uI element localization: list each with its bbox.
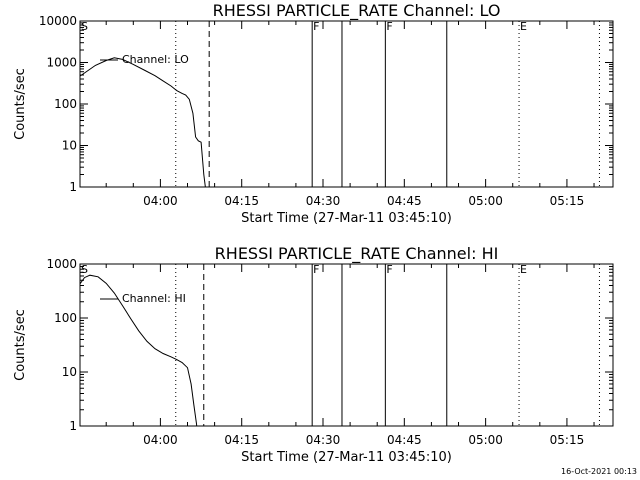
time-marker-label: F: [313, 20, 319, 33]
x-tick-label: 04:15: [224, 433, 259, 447]
y-tick-label: 10: [62, 365, 77, 379]
y-tick-label: 10000: [39, 14, 77, 28]
x-tick-label: 05:00: [468, 433, 503, 447]
lo-channel-panel: RHESSI PARTICLE_RATE Channel: LO Counts/s…: [13, 1, 614, 226]
time-marker-label: E: [520, 263, 527, 276]
start-marker-label: S: [81, 263, 88, 276]
time-marker-label: E: [520, 20, 527, 33]
y-tick-label: 1: [69, 419, 77, 433]
x-axis-title: Start Time (27-Mar-11 03:45:10): [241, 450, 452, 465]
x-tick-label: 04:00: [143, 433, 178, 447]
y-tick-label: 10: [62, 139, 77, 153]
y-tick-label: 1: [69, 180, 77, 194]
legend-label: Channel: LO: [122, 53, 189, 66]
x-tick-label: 04:15: [224, 194, 259, 208]
x-tick-label: 05:15: [550, 433, 585, 447]
x-tick-label: 04:00: [143, 194, 178, 208]
plot-frame: [79, 20, 614, 188]
y-tick-label: 100: [54, 311, 77, 325]
chart-title: RHESSI PARTICLE_RATE Channel: LO: [213, 1, 501, 21]
plot-frame: [79, 263, 614, 427]
x-tick-label: 04:30: [306, 433, 341, 447]
y-tick-label: 1000: [46, 257, 77, 271]
time-marker-label: F: [386, 263, 392, 276]
chart-title: RHESSI PARTICLE_RATE Channel: HI: [215, 244, 499, 264]
hi-channel-panel: RHESSI PARTICLE_RATE Channel: HI Counts/s…: [13, 244, 614, 465]
time-marker-label: F: [386, 20, 392, 33]
y-tick-label: 1000: [46, 56, 77, 70]
x-tick-label: 04:30: [306, 194, 341, 208]
x-tick-label: 04:45: [387, 194, 422, 208]
x-tick-label: 05:00: [468, 194, 503, 208]
x-axis-title: Start Time (27-Mar-11 03:45:10): [241, 211, 452, 226]
y-axis-title: Counts/sec: [13, 68, 28, 140]
start-marker-label: S: [81, 20, 88, 33]
y-axis-title: Counts/sec: [13, 309, 28, 381]
plot-timestamp: 16-Oct-2021 00:13: [561, 467, 637, 476]
x-tick-label: 04:45: [387, 433, 422, 447]
time-marker-label: F: [313, 263, 319, 276]
x-tick-label: 05:15: [550, 194, 585, 208]
y-tick-label: 100: [54, 97, 77, 111]
legend-label: Channel: HI: [122, 292, 186, 305]
data-series-line: [80, 274, 198, 426]
